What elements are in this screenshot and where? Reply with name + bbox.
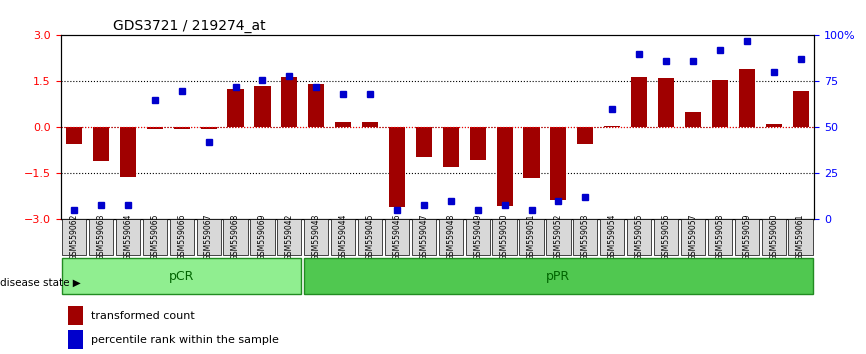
FancyBboxPatch shape (761, 219, 785, 255)
Bar (578, 127, 593, 144)
FancyBboxPatch shape (708, 219, 732, 255)
FancyBboxPatch shape (385, 219, 409, 255)
FancyBboxPatch shape (466, 219, 490, 255)
Text: GSM559059: GSM559059 (742, 214, 752, 261)
FancyBboxPatch shape (546, 219, 571, 255)
FancyBboxPatch shape (573, 219, 598, 255)
Bar (443, 127, 459, 167)
FancyBboxPatch shape (89, 219, 113, 255)
Text: GSM559064: GSM559064 (123, 214, 132, 261)
FancyBboxPatch shape (358, 219, 382, 255)
Bar (469, 127, 486, 160)
Text: GSM559045: GSM559045 (365, 214, 375, 261)
Bar (146, 127, 163, 129)
Text: GSM559067: GSM559067 (204, 214, 213, 261)
Bar (389, 127, 405, 207)
Bar (712, 80, 728, 127)
Bar (228, 89, 243, 127)
Text: GSM559057: GSM559057 (688, 214, 697, 261)
Bar (201, 127, 216, 129)
Bar (281, 77, 297, 127)
Bar (551, 127, 566, 200)
Text: GSM559065: GSM559065 (151, 214, 159, 261)
Bar (93, 127, 109, 161)
Text: disease state ▶: disease state ▶ (0, 278, 81, 288)
Bar (685, 112, 701, 127)
Text: GSM559063: GSM559063 (96, 214, 106, 261)
Text: GSM559048: GSM559048 (446, 214, 456, 261)
FancyBboxPatch shape (62, 258, 301, 294)
FancyBboxPatch shape (734, 219, 759, 255)
Text: transformed count: transformed count (91, 311, 195, 321)
Text: GSM559062: GSM559062 (69, 214, 79, 261)
Text: pCR: pCR (169, 270, 194, 282)
FancyBboxPatch shape (250, 219, 275, 255)
FancyBboxPatch shape (681, 219, 705, 255)
Bar (120, 127, 136, 177)
Text: GSM559061: GSM559061 (796, 214, 805, 261)
Bar (496, 127, 513, 206)
FancyBboxPatch shape (627, 219, 651, 255)
Text: GSM559052: GSM559052 (554, 214, 563, 261)
FancyBboxPatch shape (170, 219, 194, 255)
Bar (308, 85, 324, 127)
FancyBboxPatch shape (520, 219, 544, 255)
Bar (631, 77, 647, 127)
Bar (335, 122, 352, 127)
Text: GSM559056: GSM559056 (662, 214, 670, 261)
FancyBboxPatch shape (62, 219, 87, 255)
FancyBboxPatch shape (197, 219, 221, 255)
Bar (739, 69, 755, 127)
FancyBboxPatch shape (439, 219, 463, 255)
FancyBboxPatch shape (331, 219, 355, 255)
FancyBboxPatch shape (493, 219, 517, 255)
Text: GSM559043: GSM559043 (312, 214, 320, 261)
Text: GSM559046: GSM559046 (392, 214, 402, 261)
FancyBboxPatch shape (411, 219, 436, 255)
FancyBboxPatch shape (116, 219, 140, 255)
Text: GSM559047: GSM559047 (419, 214, 429, 261)
Text: GSM559054: GSM559054 (608, 214, 617, 261)
Text: GDS3721 / 219274_at: GDS3721 / 219274_at (113, 19, 266, 33)
Bar (416, 127, 432, 156)
FancyBboxPatch shape (143, 219, 167, 255)
Text: GSM559069: GSM559069 (258, 214, 267, 261)
FancyBboxPatch shape (788, 219, 812, 255)
FancyBboxPatch shape (654, 219, 678, 255)
Text: GSM559068: GSM559068 (231, 214, 240, 261)
Bar (173, 127, 190, 129)
Text: GSM559051: GSM559051 (527, 214, 536, 261)
FancyBboxPatch shape (304, 219, 328, 255)
Text: GSM559042: GSM559042 (285, 214, 294, 261)
Text: GSM559049: GSM559049 (473, 214, 482, 261)
Bar (792, 91, 809, 127)
FancyBboxPatch shape (223, 219, 248, 255)
Bar (68, 306, 83, 325)
Text: GSM559055: GSM559055 (635, 214, 643, 261)
Text: GSM559044: GSM559044 (339, 214, 347, 261)
Text: GSM559050: GSM559050 (500, 214, 509, 261)
Bar (523, 127, 540, 178)
FancyBboxPatch shape (600, 219, 624, 255)
Bar (604, 126, 620, 127)
FancyBboxPatch shape (304, 258, 812, 294)
Bar (658, 78, 674, 127)
Text: pPR: pPR (546, 270, 571, 282)
Text: GSM559058: GSM559058 (715, 214, 724, 261)
Text: GSM559066: GSM559066 (178, 214, 186, 261)
Bar (362, 122, 378, 127)
Text: percentile rank within the sample: percentile rank within the sample (91, 335, 279, 345)
Bar (255, 86, 270, 127)
Bar (66, 127, 82, 144)
Bar (766, 124, 782, 127)
FancyBboxPatch shape (277, 219, 301, 255)
Bar (68, 330, 83, 349)
Text: GSM559053: GSM559053 (581, 214, 590, 261)
Text: GSM559060: GSM559060 (769, 214, 779, 261)
